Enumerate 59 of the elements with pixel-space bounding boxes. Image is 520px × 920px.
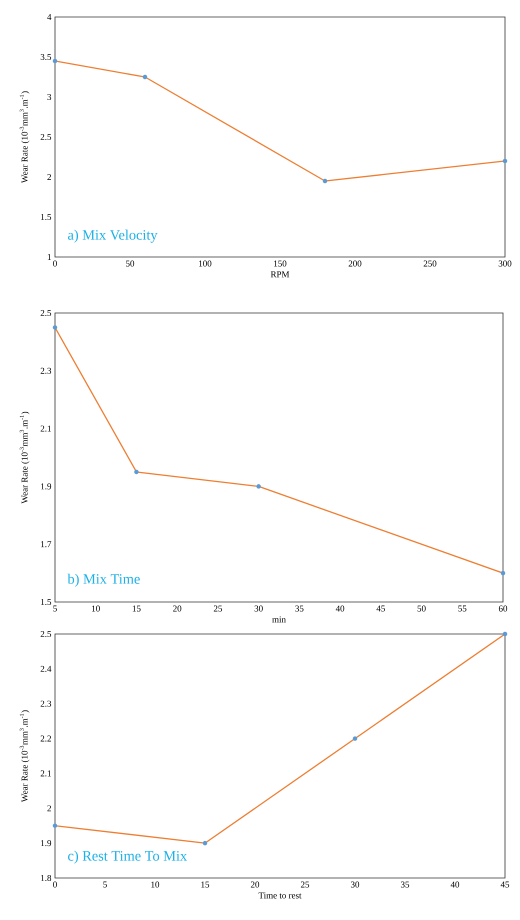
x-tick-label: 15 xyxy=(201,882,210,888)
x-tick-label: 45 xyxy=(376,606,385,612)
x-tick-label: 60 xyxy=(498,606,508,612)
x-tick-label: 25 xyxy=(300,882,310,888)
y-axis-title: Wear Rate (10$^{-3}$mm$^{3}$.m$^{-1}$) xyxy=(20,91,30,184)
x-tick-label: 0 xyxy=(53,260,57,267)
y-tick-label: 2.5 xyxy=(40,310,52,316)
y-tick-label: 3 xyxy=(47,94,52,100)
x-tick-label: 40 xyxy=(336,606,344,612)
text: a) Mix Velocity xyxy=(68,230,158,243)
x-tick-label: 40 xyxy=(450,882,460,888)
y-axis-title: Wear Rate (10$^{-3}$mm$^{3}$.m$^{-1}$) xyxy=(20,710,30,802)
y-tick-label: 3.5 xyxy=(40,54,52,60)
y-tick-label: 2 xyxy=(47,805,51,812)
x-axis-title: Time to rest xyxy=(258,892,302,898)
x-tick-label: 5 xyxy=(103,882,107,888)
x-tick-label: 250 xyxy=(424,260,436,267)
x-tick-label: 50 xyxy=(126,260,134,267)
x-tick-label: 30 xyxy=(350,882,360,888)
y-tick-label: 1.5 xyxy=(41,214,52,220)
x-tick-label: 20 xyxy=(173,606,182,612)
x-tick-label: 0 xyxy=(53,882,57,888)
x-tick-label: 15 xyxy=(132,606,141,612)
y-tick-label: 2.5 xyxy=(40,630,52,638)
x-tick-label: 150 xyxy=(274,260,286,267)
y-tick-label: 2.2 xyxy=(40,736,51,742)
y-tick-label: 2.5 xyxy=(40,134,52,140)
y-tick-label: 2.1 xyxy=(40,426,51,432)
x-tick-label: 30 xyxy=(254,606,263,612)
x-tick-label: 200 xyxy=(348,260,362,267)
x-tick-label: 100 xyxy=(199,260,212,267)
y-tick-label: 4 xyxy=(47,14,52,20)
y-tick-label: 1.8 xyxy=(41,874,52,882)
x-tick-label: 5 xyxy=(53,606,57,612)
y-tick-label: 2.3 xyxy=(40,368,52,374)
x-tick-label: 55 xyxy=(458,606,466,612)
x-tick-label: 50 xyxy=(418,606,426,612)
y-tick-label: 1 xyxy=(48,254,51,260)
y-tick-label: 2.3 xyxy=(40,700,52,707)
x-tick-label: 35 xyxy=(400,882,410,888)
y-tick-label: 1.9 xyxy=(41,840,52,846)
y-tick-label: 2 xyxy=(47,174,51,180)
y-tick-label: 1.5 xyxy=(41,598,52,606)
x-tick-label: 300 xyxy=(498,260,512,267)
x-tick-label: 10 xyxy=(92,606,100,612)
y-tick-label: 2.1 xyxy=(40,770,51,776)
text: b) Mix Time xyxy=(67,574,140,587)
x-tick-label: 35 xyxy=(295,606,304,612)
x-axis-title: min xyxy=(272,616,286,622)
x-tick-label: 25 xyxy=(214,606,222,612)
x-tick-label: 45 xyxy=(500,882,510,888)
y-tick-label: 2.4 xyxy=(40,666,52,672)
y-axis-title: Wear Rate (10$^{-3}$mm$^{3}$.m$^{-1}$) xyxy=(20,412,30,504)
x-tick-label: 20 xyxy=(250,882,260,888)
x-tick-label: 10 xyxy=(151,882,160,888)
text: c) Rest Time To Mix xyxy=(68,850,187,864)
y-tick-label: 1.9 xyxy=(41,483,52,490)
y-tick-label: 1.7 xyxy=(41,541,52,548)
x-axis-title: RPM xyxy=(270,271,290,278)
